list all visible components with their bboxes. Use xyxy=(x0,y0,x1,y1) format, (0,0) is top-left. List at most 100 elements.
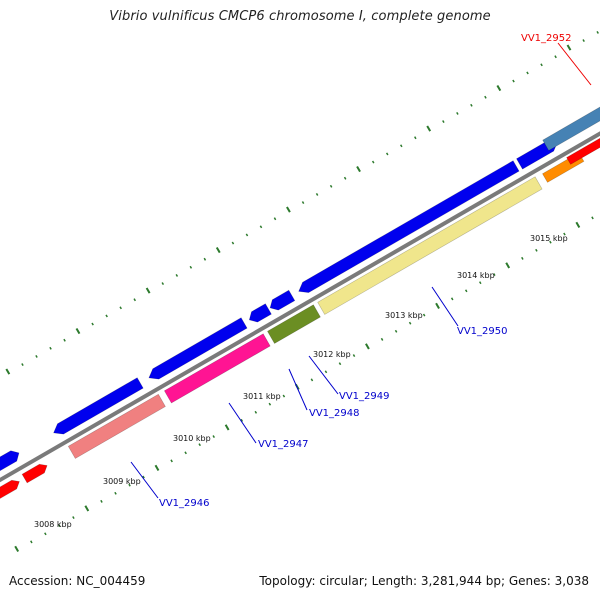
inner-major-tick-1 xyxy=(84,505,90,512)
inner-minor-tick-13 xyxy=(198,443,201,447)
cds-vv1-2947[interactable] xyxy=(148,317,248,380)
gene-label-vv1-2952[interactable]: VV1_2952 xyxy=(521,33,572,44)
outer-minor-tick-39 xyxy=(484,95,487,99)
gene-label-vv1-2946[interactable]: VV1_2946 xyxy=(159,498,210,509)
kbp-label-3015: 3015 kbp xyxy=(530,234,568,243)
connector-vv1-2949 xyxy=(308,355,339,395)
connector-vv1-2947 xyxy=(228,402,257,444)
kbp-label-3012: 3012 kbp xyxy=(313,350,351,359)
cds-left-fragment[interactable] xyxy=(0,450,20,483)
outer-major-tick-2 xyxy=(75,327,81,335)
kbp-labels: 3008 kbp 3009 kbp 3010 kbp 3011 kbp 3012… xyxy=(34,234,568,529)
kbp-label-3013: 3013 kbp xyxy=(385,311,423,320)
outer-minor-tick-17 xyxy=(175,273,179,277)
inner-minor-tick-33 xyxy=(478,281,482,285)
inner-major-tick-8 xyxy=(575,221,581,228)
outer-major-tick-5 xyxy=(286,206,291,213)
inner-minor-tick-19 xyxy=(282,394,286,398)
inner-minor-tick-7 xyxy=(114,491,117,495)
accession-text: Accession: NC_004459 xyxy=(9,574,146,588)
inner-major-tick-5 xyxy=(365,343,370,350)
cds-vv1-2950[interactable] xyxy=(298,160,520,293)
outer-major-tick-4 xyxy=(215,246,221,254)
olive-feature-vv1-2948[interactable] xyxy=(267,304,321,344)
inner-minor-tick-34 xyxy=(493,273,496,277)
outer-minor-tick-43 xyxy=(540,63,543,67)
feature-vv1-2952-steel[interactable] xyxy=(542,100,600,151)
pink-feature-vv1-2947[interactable] xyxy=(163,333,271,404)
outer-minor-tick-28 xyxy=(329,184,333,188)
inner-minor-tick-1 xyxy=(30,540,33,544)
inner-minor-tick-17 xyxy=(254,410,258,414)
outer-minor-tick-31 xyxy=(371,160,375,164)
gene-label-vv1-2949[interactable]: VV1_2949 xyxy=(339,391,390,402)
inner-minor-tick-8 xyxy=(128,483,131,487)
inner-minor-tick-26 xyxy=(380,337,384,341)
outer-minor-tick-7 xyxy=(35,354,38,358)
inner-minor-tick-23 xyxy=(338,362,342,366)
inner-minor-tick-28 xyxy=(408,321,412,325)
red-feature-left-a[interactable] xyxy=(0,479,20,504)
gene-label-vv1-2950[interactable]: VV1_2950 xyxy=(457,326,508,337)
outer-minor-tick-13 xyxy=(119,306,122,310)
inner-minor-tick-12 xyxy=(184,451,187,455)
cds-vv1-2946[interactable] xyxy=(53,377,144,435)
gene-label-vv1-2947[interactable]: VV1_2947 xyxy=(258,439,309,450)
outer-minor-tick-36 xyxy=(442,120,445,124)
outer-minor-tick-41 xyxy=(512,79,515,83)
outer-minor-tick-46 xyxy=(582,39,585,43)
outer-minor-tick-33 xyxy=(399,144,403,148)
outer-minor-tick-24 xyxy=(273,217,277,221)
backbone-line xyxy=(0,131,600,483)
inner-major-tick-0 xyxy=(14,545,20,552)
outer-minor-tick-27 xyxy=(315,192,319,196)
outer-major-tick-3 xyxy=(145,287,151,294)
feature-tracks xyxy=(0,100,600,504)
connector-vv1-2952 xyxy=(557,42,592,86)
red-feature-left-b[interactable] xyxy=(21,463,48,484)
outer-minor-tick-32 xyxy=(385,152,389,156)
inner-major-tick-6 xyxy=(435,302,440,309)
outer-major-tick-9 xyxy=(566,44,572,51)
connector-vv1-2946 xyxy=(130,461,159,499)
inner-minor-tick-27 xyxy=(394,329,398,333)
outer-minor-tick-11 xyxy=(91,322,94,326)
salmon-feature-vv1-2946[interactable] xyxy=(67,393,166,459)
inner-minor-tick-16 xyxy=(240,418,244,422)
outer-minor-tick-34 xyxy=(414,136,417,140)
kbp-label-3014: 3014 kbp xyxy=(457,271,495,280)
inner-minor-tick-4 xyxy=(72,516,75,520)
outer-major-tick-6 xyxy=(356,165,361,173)
inner-minor-tick-38 xyxy=(549,240,552,244)
inner-minor-tick-9 xyxy=(142,475,145,479)
outer-minor-tick-26 xyxy=(301,201,305,205)
tick-marks xyxy=(5,30,599,552)
outer-minor-tick-16 xyxy=(161,282,165,286)
outer-minor-tick-12 xyxy=(105,314,108,318)
outer-minor-tick-23 xyxy=(259,225,263,229)
cds-vv1-2948b[interactable] xyxy=(269,289,296,311)
outer-major-tick-7 xyxy=(426,125,432,132)
outer-major-tick-1 xyxy=(5,368,11,375)
inner-major-tick-3 xyxy=(224,424,230,431)
inner-minor-tick-2 xyxy=(44,532,47,536)
cds-vv1-2948a[interactable] xyxy=(248,303,272,323)
inner-minor-tick-22 xyxy=(324,370,328,374)
inner-minor-tick-39 xyxy=(563,232,566,236)
red-feature-vv1-2952[interactable] xyxy=(566,119,600,165)
gene-labels: VV1_2946 VV1_2947 VV1_2948 VV1_2949 VV1_… xyxy=(159,33,572,509)
khaki-feature-vv1-2950[interactable] xyxy=(317,176,543,315)
connector-vv1-2948 xyxy=(288,368,308,411)
inner-minor-tick-41 xyxy=(591,216,594,220)
map-title: Vibrio vulnificus CMCP6 chromosome I, co… xyxy=(109,9,491,24)
outer-minor-tick-44 xyxy=(554,55,557,59)
inner-minor-tick-18 xyxy=(268,402,272,406)
inner-minor-tick-36 xyxy=(521,256,524,260)
label-connectors xyxy=(130,42,592,499)
outer-major-tick-8 xyxy=(496,84,502,92)
kbp-label-3009: 3009 kbp xyxy=(103,477,141,486)
gene-label-vv1-2948[interactable]: VV1_2948 xyxy=(309,408,360,419)
outer-minor-tick-14 xyxy=(133,298,136,302)
inner-major-tick-7 xyxy=(505,262,511,269)
